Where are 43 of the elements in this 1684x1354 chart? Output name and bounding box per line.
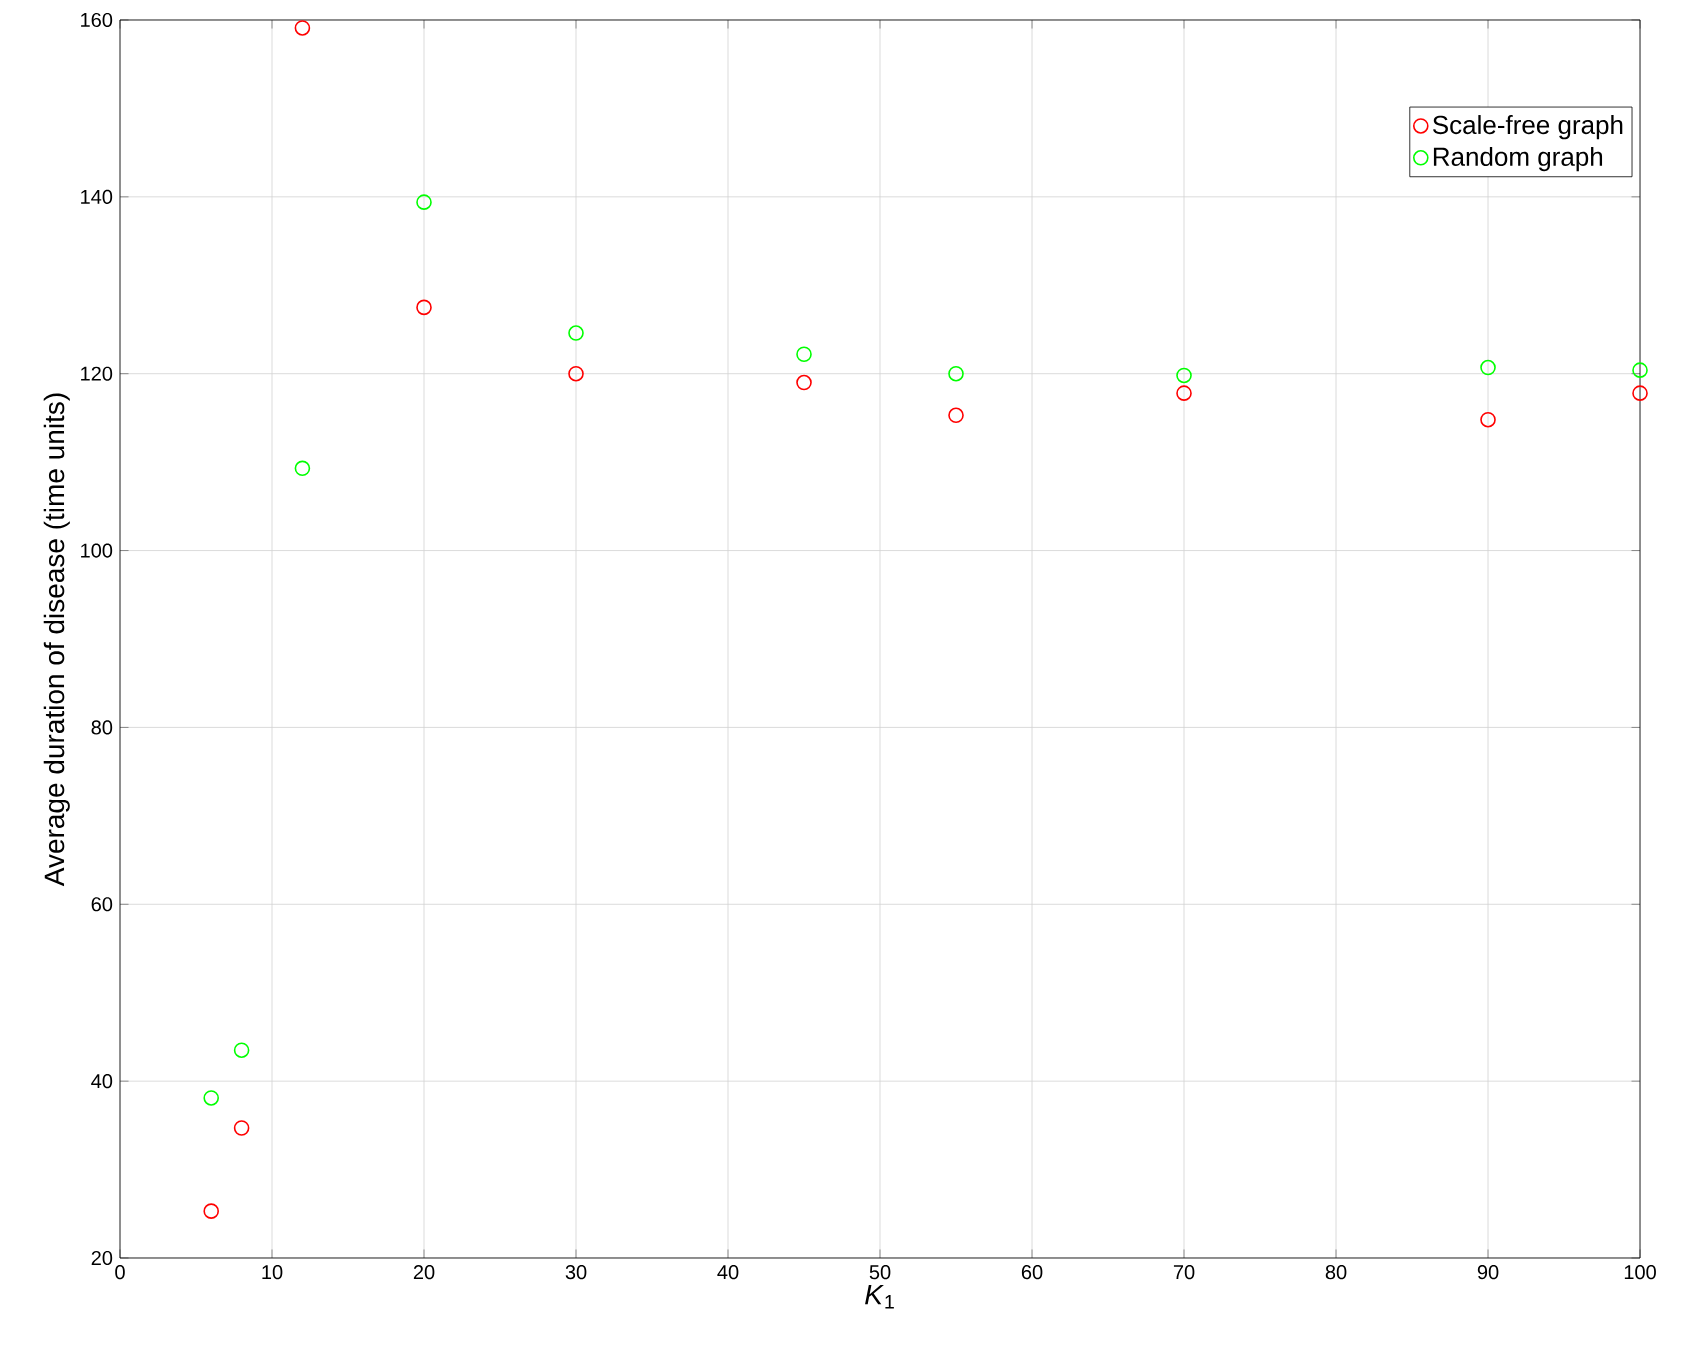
point bbox=[948, 365, 964, 382]
point bbox=[1632, 385, 1648, 401]
x-axis-title: K$_{1}$ bbox=[865, 1284, 894, 1309]
x-tick-label: 20 bbox=[413, 1265, 435, 1280]
y-tick-label: 160 bbox=[81, 12, 113, 28]
point bbox=[294, 460, 311, 477]
point bbox=[948, 407, 964, 424]
y-tick-label: 20 bbox=[91, 1250, 113, 1266]
point bbox=[568, 325, 584, 341]
x-tick-label: 70 bbox=[1173, 1265, 1195, 1280]
y-tick-label: 40 bbox=[91, 1074, 113, 1089]
point bbox=[233, 1120, 250, 1136]
legend-label: Random graph bbox=[1433, 146, 1603, 172]
x-tick-label: 80 bbox=[1325, 1265, 1347, 1280]
point bbox=[796, 374, 812, 391]
x-tick-label: 90 bbox=[1477, 1265, 1499, 1280]
x-tick-label: 10 bbox=[262, 1265, 283, 1280]
x-tick-label: 100 bbox=[1624, 1265, 1656, 1280]
point bbox=[1480, 359, 1496, 376]
y-tick-label: 120 bbox=[81, 366, 113, 381]
point bbox=[233, 1042, 250, 1058]
x-tick-label: 50 bbox=[869, 1265, 891, 1280]
x-tick-label: 40 bbox=[717, 1265, 739, 1280]
y-tick-label: 80 bbox=[91, 720, 113, 735]
y-tick-label: 60 bbox=[91, 897, 113, 912]
point bbox=[568, 365, 584, 382]
point bbox=[294, 20, 311, 36]
point bbox=[1176, 385, 1192, 401]
point bbox=[203, 1090, 219, 1106]
point bbox=[416, 194, 432, 210]
point bbox=[1480, 411, 1496, 428]
point bbox=[796, 346, 812, 363]
y-axis-title: Average duration of disease (time units) bbox=[43, 393, 70, 887]
y-tick-label: 100 bbox=[81, 543, 113, 558]
y-tick-label: 140 bbox=[81, 189, 113, 204]
x-tick-label: 0 bbox=[115, 1265, 125, 1280]
x-tick-label: 60 bbox=[1021, 1265, 1043, 1280]
point bbox=[416, 299, 432, 316]
legend-label: Scale-free graph bbox=[1432, 115, 1623, 140]
point bbox=[203, 1203, 219, 1219]
point bbox=[1176, 367, 1192, 384]
point bbox=[1632, 362, 1648, 378]
x-tick-label: 30 bbox=[565, 1265, 587, 1280]
